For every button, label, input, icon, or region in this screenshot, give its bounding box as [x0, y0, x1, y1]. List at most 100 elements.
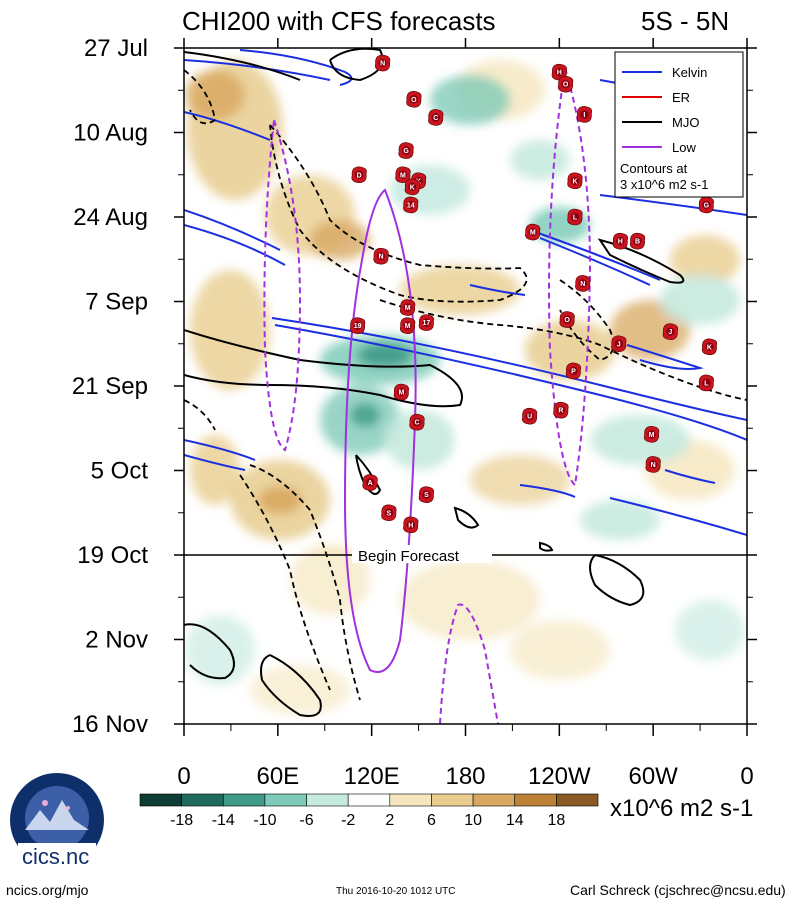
- storm-eye: [398, 170, 408, 179]
- storm-eye: [422, 490, 431, 499]
- storm-label: O: [564, 317, 570, 324]
- colorbar-units: x10^6 m2 s-1: [610, 795, 753, 822]
- kelvin-contour: [519, 484, 576, 498]
- storm-label: N: [580, 281, 585, 288]
- y-tick-label: 10 Aug: [73, 120, 148, 147]
- storm-label: M: [405, 323, 411, 330]
- storm-label: C: [433, 115, 438, 122]
- storm-label: G: [403, 148, 409, 155]
- storm-label: R: [558, 408, 563, 415]
- storm-eye: [403, 303, 412, 312]
- colorbar-swatch: [264, 793, 307, 807]
- storm-eye: [397, 387, 406, 397]
- storm-markers: NOCGDMKK14NM19M17MCASSHHOIKLMHBGNOJJKPLR…: [349, 54, 718, 534]
- low-dashed-contour: [263, 119, 302, 452]
- tropical-cyclone-icon: R: [553, 401, 569, 419]
- mjo-dashed-contour: [379, 299, 747, 401]
- colorbar-swatch: [181, 793, 224, 807]
- storm-eye: [702, 200, 711, 210]
- logo-text-bg: [18, 843, 96, 869]
- storm-label: J: [668, 329, 672, 336]
- forecast-region: [184, 555, 747, 724]
- storm-label: I: [583, 112, 585, 119]
- colorbar-swatch: [472, 793, 516, 807]
- storm-label: M: [530, 230, 536, 237]
- mjo-contour: [184, 329, 463, 408]
- low-contour: [343, 188, 417, 673]
- low-dashed-contour: [439, 603, 499, 724]
- y-tick-label: 21 Sep: [72, 373, 148, 400]
- storm-label: N: [651, 462, 656, 469]
- storm-eye: [705, 342, 714, 351]
- storm-label: J: [617, 341, 621, 348]
- storm-label: 17: [423, 320, 431, 327]
- colorbar-tick-label: 18: [547, 812, 565, 829]
- storm-eye: [555, 67, 564, 77]
- region-label: 5S - 5N: [641, 6, 729, 36]
- kelvin-contour: [274, 324, 747, 441]
- kelvin-contour: [184, 209, 281, 251]
- tropical-cyclone-icon: G: [398, 142, 414, 159]
- colorbar: -18 -14 -10 -6 -2 2 6 10 14 18: [139, 793, 599, 829]
- storm-eye: [403, 321, 412, 330]
- x-tick-label: 120W: [528, 763, 591, 790]
- storm-label: L: [704, 380, 709, 387]
- x-tick-label: 0: [740, 763, 753, 790]
- colorbar-swatch: [431, 793, 474, 807]
- storm-label: N: [380, 61, 385, 68]
- kelvin-contours: [184, 49, 747, 536]
- mjo-dashed-contour: [239, 474, 331, 691]
- storm-eye: [633, 236, 642, 246]
- storm-label: U: [527, 414, 532, 421]
- storm-eye: [561, 80, 570, 89]
- mjo-contour: [453, 506, 480, 529]
- kelvin-contour: [609, 497, 747, 536]
- storm-eye: [525, 411, 534, 421]
- tropical-cyclone-icon: 17: [418, 314, 435, 331]
- tropical-cyclone-icon: J: [611, 335, 627, 353]
- legend-note-line2: 3 x10^6 m2 s-1: [620, 177, 708, 192]
- mjo-dashed-contour: [184, 69, 216, 125]
- storm-eye: [616, 236, 625, 246]
- storm-label: N: [379, 254, 384, 261]
- tropical-cyclone-icon: M: [393, 383, 410, 401]
- legend-box: [614, 51, 744, 198]
- kelvin-contour: [184, 111, 271, 141]
- storm-eye: [431, 113, 440, 122]
- tropical-cyclone-icon: O: [559, 311, 575, 328]
- mjo-contour: [597, 238, 685, 284]
- colorbar-tick-label: -18: [170, 812, 193, 829]
- tropical-cyclone-icon: C: [428, 109, 444, 126]
- colorbar-swatch: [139, 793, 182, 807]
- y-tick-label: 24 Aug: [73, 204, 148, 231]
- kelvin-contour: [184, 454, 246, 471]
- colorbar-tick-label: -6: [299, 812, 313, 829]
- kelvin-contour: [664, 469, 716, 484]
- storm-label: B: [635, 239, 640, 246]
- colorbar-swatch: [306, 793, 349, 807]
- storm-label: M: [649, 432, 655, 439]
- storm-label: L: [573, 215, 578, 222]
- storm-label: K: [410, 184, 415, 191]
- storm-label: M: [398, 390, 404, 397]
- cicsnc-logo: cics.nc: [10, 773, 104, 869]
- mjo-dashed-contour: [184, 399, 216, 431]
- storm-label: 19: [354, 323, 362, 330]
- low-contours: [343, 188, 417, 673]
- kelvin-contour: [626, 344, 704, 370]
- colorbar-tick-label: 2: [385, 812, 394, 829]
- tropical-cyclone-icon: P: [565, 362, 582, 380]
- kelvin-contour: [184, 439, 256, 461]
- tropical-cyclone-icon: M: [400, 299, 416, 316]
- colorbar-tick-label: -14: [212, 812, 235, 829]
- kelvin-contour: [184, 224, 286, 266]
- tropical-cyclone-icon: M: [395, 166, 411, 184]
- colorbar-swatch: [222, 793, 266, 807]
- tropical-cyclone-icon: S: [418, 486, 435, 503]
- mjo-contour: [184, 623, 235, 680]
- storm-label: C: [414, 420, 419, 427]
- storm-label: S: [424, 492, 429, 499]
- low-dashed-contour: [548, 67, 592, 487]
- footer-timestamp: Thu 2016-10-20 1012 UTC: [336, 886, 456, 897]
- colorbar-swatch: [556, 793, 599, 807]
